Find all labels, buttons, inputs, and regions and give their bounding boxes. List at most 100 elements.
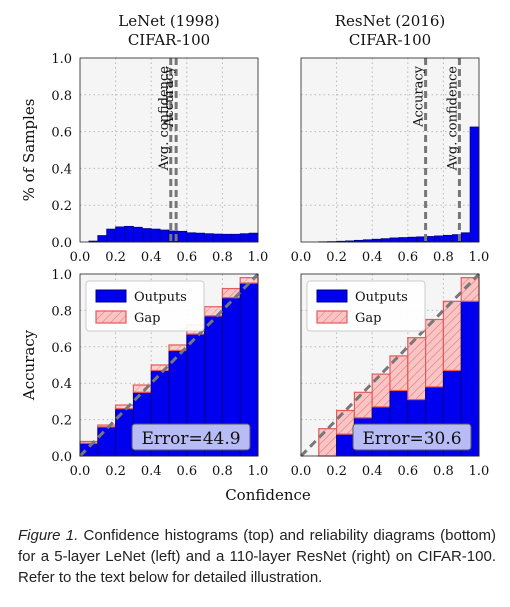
y-tick-label: 0.8 — [51, 304, 72, 319]
caption-lead: Figure 1. — [18, 527, 79, 544]
x-tick-label: 0.6 — [397, 464, 418, 479]
resnet_hist-panel: Accuracy Avg. confidence 0.0 0.2 0.4 0.6 0.8 1.… — [291, 12, 490, 265]
x-tick-label: 0.0 — [70, 464, 91, 479]
x-tick-label: 0.2 — [105, 250, 126, 265]
plot-frame — [79, 273, 259, 457]
histogram-bar — [186, 232, 197, 243]
histogram-bar — [150, 228, 161, 243]
plot-background — [80, 58, 258, 242]
panel-subtitle: CIFAR-100 — [128, 31, 210, 49]
x-tick-label: 0.2 — [326, 464, 347, 479]
histogram-bar — [398, 237, 409, 243]
resnet_rel-panel: Outputs Gap Error=30.6 0.0 0.2 0.4 0.6 0.8 1.0 — [291, 272, 490, 479]
y-tick-label: 0.4 — [51, 162, 72, 177]
histogram-bar — [434, 235, 444, 243]
histogram-bar — [460, 232, 471, 243]
histogram-bar — [195, 232, 205, 243]
x-tick-label: 0.4 — [362, 250, 383, 265]
x-tick-label: 1.0 — [248, 464, 269, 479]
histogram-bar — [204, 233, 214, 243]
legend-swatch-gap — [95, 310, 127, 324]
perfect-calibration-line — [78, 272, 260, 458]
legend-label-outputs: Outputs — [355, 290, 408, 305]
histogram-bar — [239, 233, 250, 243]
plot-frame — [300, 273, 480, 457]
x-tick-label: 0.6 — [176, 464, 197, 479]
reference-line-label: Avg. confidence — [157, 66, 172, 172]
error-annotation-box — [131, 423, 251, 451]
histogram-bar — [230, 233, 241, 243]
gap-bar — [460, 277, 480, 302]
histogram-bar — [132, 226, 143, 243]
x-tick-label: 1.0 — [248, 250, 269, 265]
x-axis-label: Confidence — [225, 486, 311, 504]
perfect-calibration-line — [299, 272, 481, 458]
plot-frame — [79, 57, 259, 243]
figure-caption: Figure 1. Confidence histograms (top) an… — [18, 525, 496, 588]
error-annotation: Error=30.6 — [362, 429, 461, 449]
gap-bar — [353, 391, 373, 419]
panel-subtitle: CIFAR-100 — [349, 31, 431, 49]
histogram-bar — [141, 228, 152, 243]
x-tick-label: 0.4 — [141, 250, 162, 265]
y-tick-label: 0.2 — [51, 414, 72, 429]
reference-line-label: Accuracy — [162, 65, 177, 128]
gap-bar — [318, 428, 338, 457]
x-tick-label: 0.2 — [105, 464, 126, 479]
panel-title: ResNet (2016) — [335, 12, 446, 30]
plot-frame — [300, 57, 480, 243]
outputs-bar — [97, 426, 117, 457]
histogram-bar — [371, 238, 382, 243]
histogram-bar — [159, 229, 170, 243]
x-tick-label: 0.6 — [397, 250, 418, 265]
x-tick-label: 0.8 — [212, 464, 233, 479]
x-tick-label: 1.0 — [469, 464, 490, 479]
y-tick-label: 0.0 — [51, 450, 72, 465]
rel-y-axis-label: Accuracy — [20, 329, 38, 401]
histogram-bar — [442, 234, 453, 243]
legend-label-gap: Gap — [134, 311, 160, 326]
y-tick-label: 0.4 — [51, 377, 72, 392]
histogram-bar — [115, 226, 125, 243]
x-tick-label: 0.0 — [70, 250, 91, 265]
reference-line-label: Accuracy — [412, 65, 427, 128]
legend-label-outputs: Outputs — [134, 290, 187, 305]
histogram-bar — [213, 233, 223, 243]
histogram-bar — [106, 228, 116, 243]
legend-swatch-outputs — [95, 289, 127, 303]
error-annotation: Error=44.9 — [141, 429, 240, 449]
x-tick-label: 0.4 — [141, 464, 162, 479]
x-tick-label: 1.0 — [469, 250, 490, 265]
y-tick-label: 0.6 — [51, 341, 72, 356]
histogram-bar — [221, 233, 232, 243]
histogram-bar — [469, 126, 480, 243]
y-tick-label: 1.0 — [51, 52, 72, 67]
histogram-bar — [124, 225, 134, 243]
histogram-bar — [407, 236, 418, 243]
x-tick-label: 0.8 — [433, 464, 454, 479]
x-tick-label: 0.4 — [362, 464, 383, 479]
x-tick-label: 0.6 — [176, 250, 197, 265]
gap-bar — [336, 409, 356, 435]
caption-text: Confidence histograms (top) and reliabil… — [18, 527, 496, 586]
gap-bar — [407, 337, 427, 401]
histogram-bar — [97, 235, 108, 243]
reference-line-label: Avg. confidence — [445, 66, 460, 172]
histogram-bar — [177, 230, 188, 243]
lenet_rel-panel: Outputs Gap Error=44.9 0.0 0.2 0.4 0.6 0.8 1.0 0.… — [51, 268, 268, 479]
x-tick-label: 0.0 — [291, 250, 312, 265]
x-tick-label: 0.0 — [291, 464, 312, 479]
histogram-bar — [380, 238, 391, 243]
histogram-bar — [389, 237, 400, 243]
hist-y-axis-label: % of Samples — [20, 99, 38, 202]
y-tick-label: 0.0 — [51, 236, 72, 251]
plot-background — [301, 58, 479, 242]
error-annotation-box — [352, 423, 472, 451]
y-tick-label: 1.0 — [51, 268, 72, 283]
histogram-bar — [248, 232, 259, 243]
gap-bar — [425, 318, 445, 388]
x-tick-label: 0.2 — [326, 250, 347, 265]
gap-bar — [442, 300, 462, 372]
